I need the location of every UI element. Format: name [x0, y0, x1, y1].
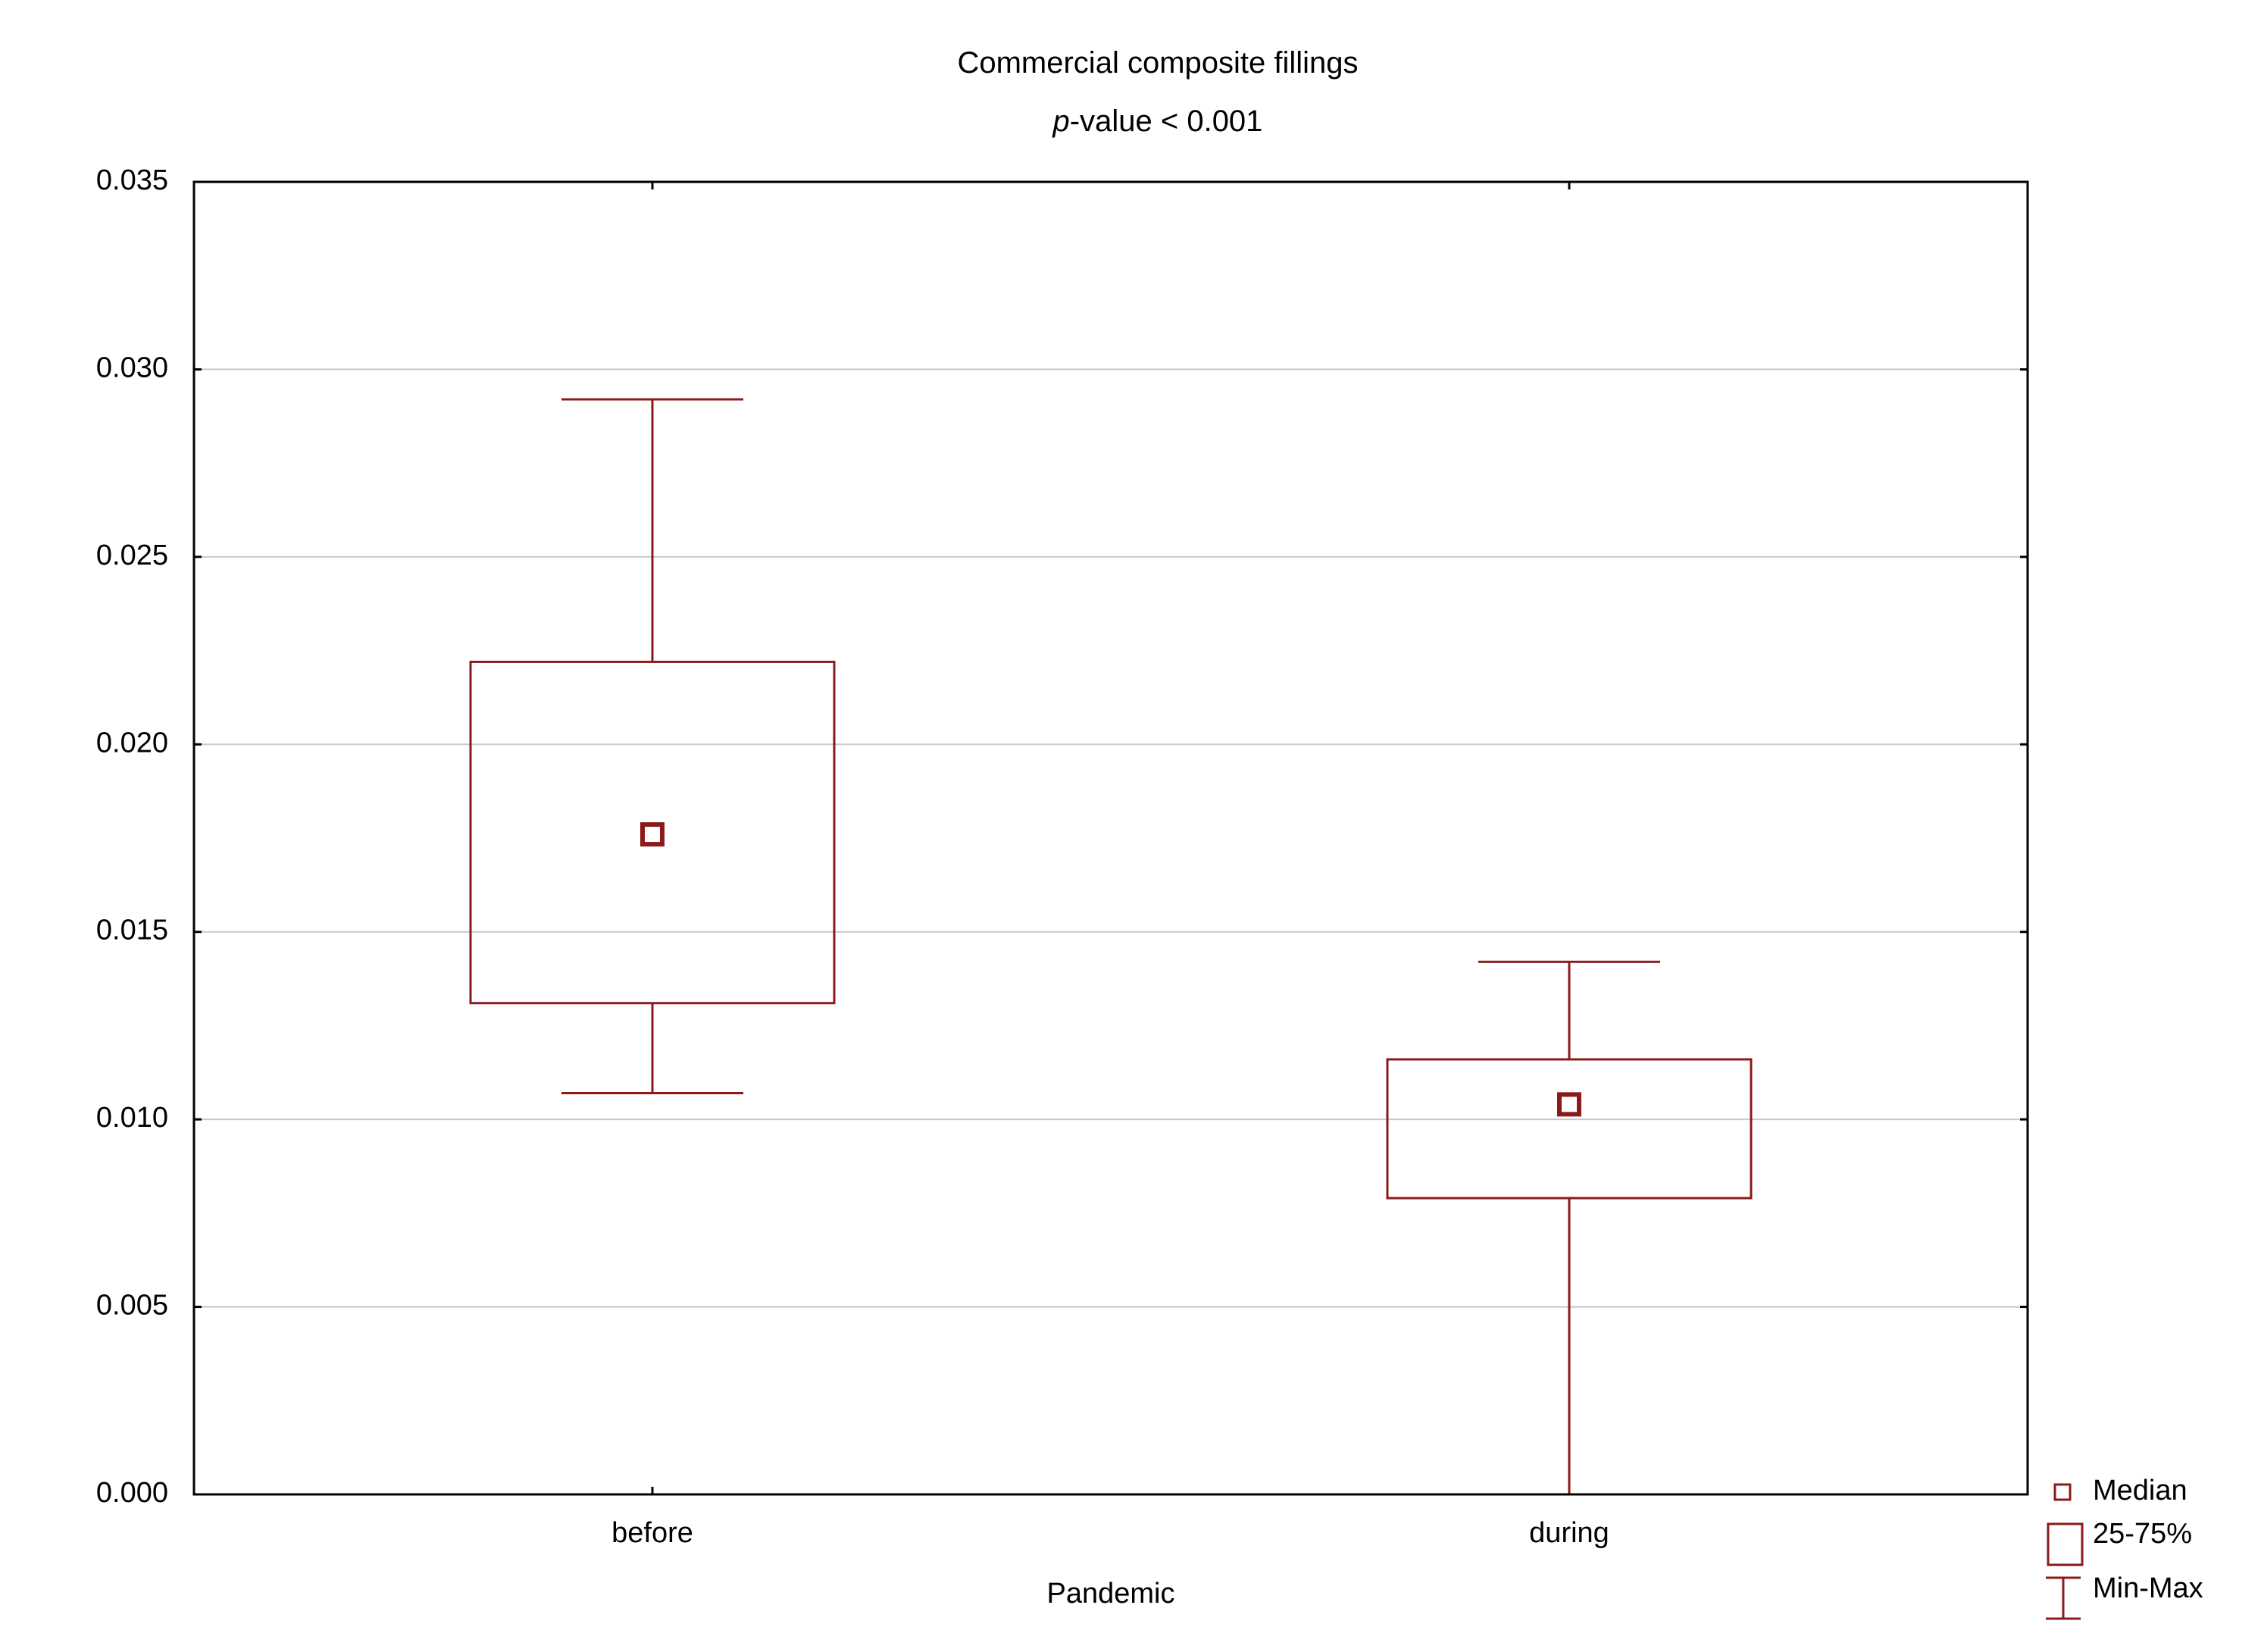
x-axis-label: Pandemic — [1047, 1578, 1175, 1610]
y-tick-label: 0.025 — [96, 540, 168, 571]
legend-minmax-label: Min-Max — [2093, 1572, 2203, 1604]
legend-median-label: Median — [2093, 1475, 2188, 1507]
legend: Median 25-75% Min-Max — [2046, 1475, 2203, 1620]
y-tick-label: 0.015 — [96, 915, 168, 946]
legend-iqr-label: 25-75% — [2093, 1518, 2192, 1550]
chart-title: Commercial composite fillings — [957, 46, 1358, 80]
x-axis: before during — [611, 182, 1609, 1549]
median-marker — [640, 822, 665, 847]
box-group-before — [469, 398, 836, 1095]
x-tick-label: before — [611, 1517, 693, 1549]
legend-minmax-icon — [2046, 1576, 2081, 1620]
grid-lines — [194, 368, 2028, 1308]
box-group-during — [1386, 960, 1753, 1494]
x-tick-label: during — [1529, 1517, 1609, 1549]
chart-subtitle-italic: p — [1052, 105, 1070, 138]
y-tick-label: 0.005 — [96, 1290, 168, 1322]
chart-subtitle: p-value < 0.001 — [1052, 105, 1263, 138]
y-tick-label: 0.000 — [96, 1477, 168, 1509]
iqr-box — [469, 660, 836, 1005]
y-tick-label: 0.035 — [96, 164, 168, 196]
legend-iqr-icon — [2047, 1522, 2084, 1566]
median-marker — [1557, 1092, 1581, 1117]
y-tick-label: 0.020 — [96, 727, 168, 759]
y-axis: 0.000 0.005 0.010 0.015 0.020 0.025 0.030 0.035 — [96, 164, 2028, 1509]
chart-subtitle-rest: -value < 0.001 — [1070, 105, 1263, 138]
y-tick-label: 0.030 — [96, 352, 168, 383]
y-tick-label: 0.010 — [96, 1102, 168, 1134]
legend-median-icon — [2053, 1483, 2072, 1501]
plot-frame — [192, 180, 2029, 1496]
box-series — [469, 398, 1753, 1494]
iqr-box — [1386, 1058, 1753, 1200]
